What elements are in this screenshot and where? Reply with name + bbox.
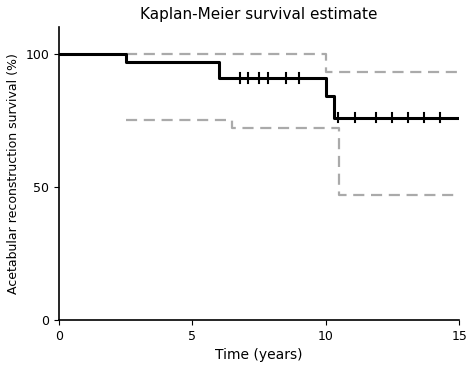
X-axis label: Time (years): Time (years) (215, 348, 303, 362)
Y-axis label: Acetabular reconstruction survival (%): Acetabular reconstruction survival (%) (7, 53, 20, 294)
Title: Kaplan-Meier survival estimate: Kaplan-Meier survival estimate (140, 7, 378, 22)
